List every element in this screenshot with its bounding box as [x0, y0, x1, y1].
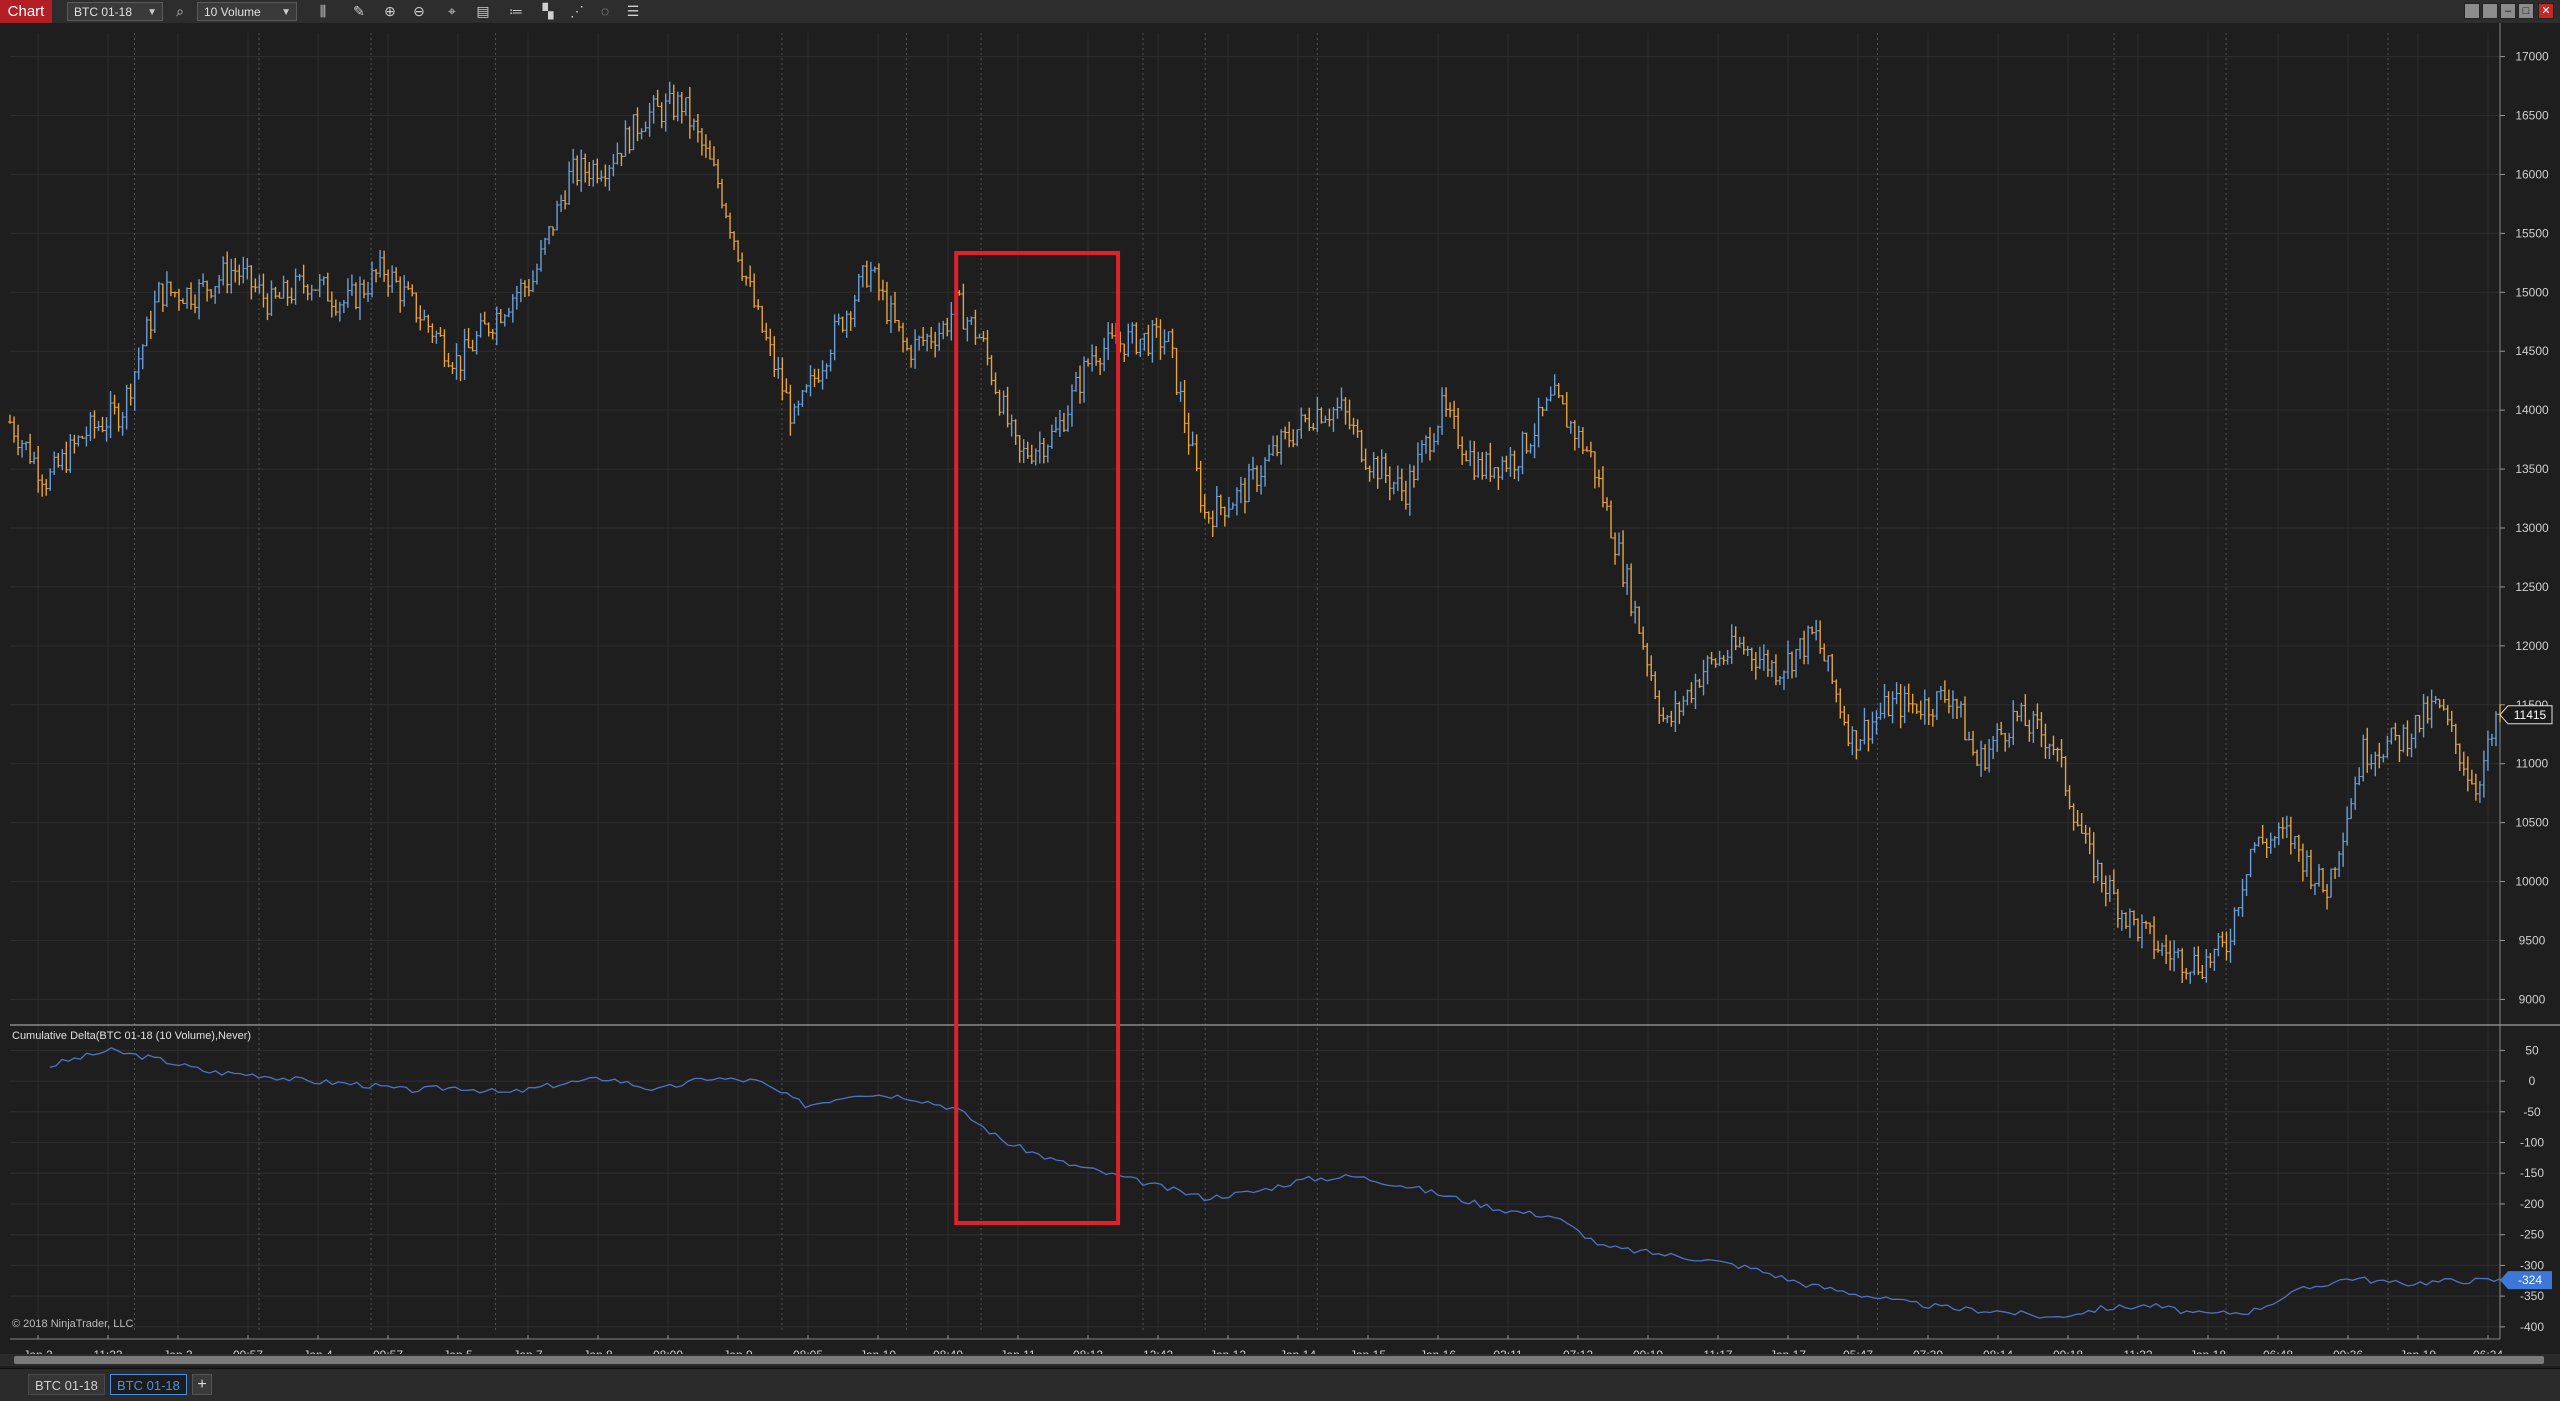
- chart-area[interactable]: 9000 9500 10000 10500 11000 11500 12000 12500 13…: [0, 23, 2560, 1373]
- tab-btc-01-18-active[interactable]: BTC 01-18: [110, 1374, 187, 1395]
- price-axis-label: 15500: [2515, 226, 2549, 240]
- price-axis-label: 10000: [2515, 875, 2549, 889]
- cumulative-delta-line: [49, 1047, 2501, 1319]
- delta-axis-label: -50: [2523, 1105, 2541, 1119]
- zoom-out-icon[interactable]: ⊖: [413, 3, 425, 19]
- data-box-icon[interactable]: ☰: [626, 3, 640, 19]
- delta-axis-label: 0: [2529, 1074, 2536, 1088]
- interval-selector[interactable]: 10 Volume ▼: [197, 2, 297, 21]
- indicator-title: Cumulative Delta(BTC 01-18 (10 Volume),N…: [12, 1030, 251, 1042]
- instrument-value: BTC 01-18: [74, 5, 133, 19]
- delta-axis-label: 50: [2525, 1043, 2539, 1057]
- delta-axis-label: -250: [2520, 1228, 2544, 1242]
- chart-background: [0, 23, 2560, 1368]
- maximize-icon[interactable]: □: [2518, 3, 2534, 19]
- delta-axis-label: -300: [2520, 1258, 2544, 1272]
- reload-icon[interactable]: ◌: [600, 3, 610, 19]
- price-axis-label: 17000: [2515, 50, 2549, 64]
- close-icon[interactable]: ✕: [2538, 3, 2554, 19]
- chart-canvas[interactable]: 9000950010000105001100011500120001250013…: [0, 23, 2560, 1368]
- crosshair-icon[interactable]: ⌖: [448, 3, 456, 19]
- price-axis-label: 15000: [2515, 285, 2549, 299]
- last-delta-marker: [2500, 1271, 2552, 1290]
- zoom-in-icon[interactable]: ⊕: [384, 3, 396, 19]
- delta-axis-label: -400: [2520, 1320, 2544, 1334]
- tile-icon[interactable]: [2482, 3, 2498, 19]
- drawing-objects-icon[interactable]: ⋰: [570, 3, 584, 19]
- last-price-marker: [2499, 705, 2553, 725]
- price-axis-label: 14500: [2515, 344, 2549, 358]
- delta-axis-label: -350: [2520, 1289, 2544, 1303]
- chart-window-label[interactable]: Chart: [0, 0, 52, 23]
- chart-tab-bar: BTC 01-18 BTC 01-18 +: [0, 1368, 2560, 1401]
- pencil-icon[interactable]: ✎: [353, 3, 365, 19]
- search-icon[interactable]: ⌕: [176, 3, 184, 19]
- price-axis-label: 13500: [2515, 462, 2549, 476]
- minimize-icon[interactable]: –: [2500, 3, 2516, 19]
- properties-icon[interactable]: ▤: [476, 3, 490, 19]
- instrument-selector[interactable]: BTC 01-18 ▼: [67, 2, 163, 21]
- price-axis-label: 14000: [2515, 403, 2549, 417]
- price-axis-label: 9000: [2519, 992, 2546, 1006]
- chart-toolbar: Chart BTC 01-18 ▼ ⌕ 10 Volume ▼ ⫼ ✎ ⊕ ⊖ …: [0, 0, 2560, 24]
- price-axis-label: 12500: [2515, 580, 2549, 594]
- price-axis-label: 11000: [2516, 757, 2549, 771]
- delta-axis-label: -200: [2520, 1197, 2544, 1211]
- interval-value: 10 Volume: [204, 5, 261, 19]
- price-axis-label: 13000: [2515, 521, 2549, 535]
- strategies-icon[interactable]: ≔: [509, 3, 523, 19]
- copyright-text: © 2018 NinjaTrader, LLC: [12, 1318, 133, 1330]
- add-tab-button[interactable]: +: [192, 1374, 212, 1395]
- indicators-icon[interactable]: ▚: [542, 3, 554, 19]
- tab-btc-01-18[interactable]: BTC 01-18: [28, 1374, 105, 1395]
- delta-axis-label: -100: [2520, 1136, 2544, 1150]
- last-delta-label: -324: [2518, 1273, 2542, 1287]
- bar-type-icon[interactable]: ⫼: [319, 3, 327, 19]
- price-axis-label: 16000: [2515, 167, 2549, 181]
- chevron-down-icon: ▼: [147, 7, 157, 18]
- price-axis-label: 16500: [2515, 109, 2549, 123]
- last-price-label: 11415: [2514, 708, 2547, 722]
- price-axis-label: 9500: [2519, 934, 2546, 948]
- chevron-down-icon: ▼: [281, 7, 291, 18]
- price-axis-label: 12000: [2515, 639, 2549, 653]
- highlight-rectangle: [954, 251, 1121, 1225]
- restore-icon[interactable]: [2464, 3, 2480, 19]
- price-axis-label: 10500: [2515, 816, 2549, 830]
- scrollbar-thumb: [14, 1356, 2544, 1364]
- delta-axis-label: -150: [2520, 1166, 2544, 1180]
